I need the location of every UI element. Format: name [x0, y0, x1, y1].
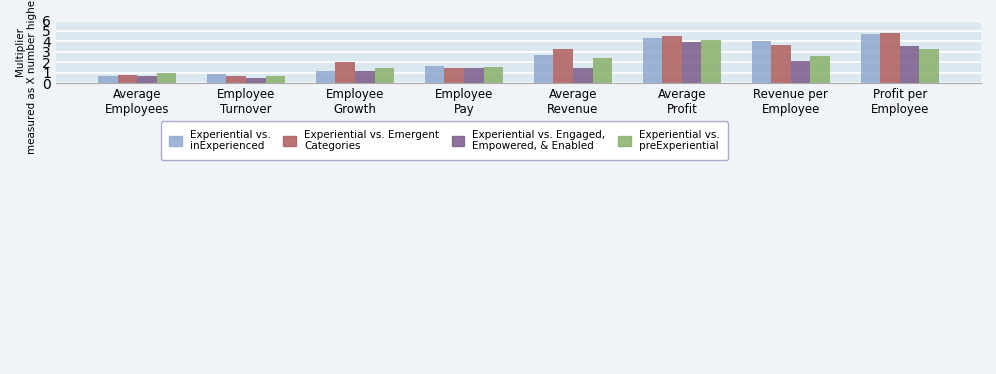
Bar	[880, 33, 899, 83]
Bar	[444, 68, 464, 83]
Bar	[207, 74, 226, 83]
Bar	[662, 36, 682, 83]
Y-axis label: Multiplier
measured as X number higher or lower: Multiplier measured as X number higher o…	[15, 0, 37, 154]
Bar	[861, 34, 880, 83]
Bar	[573, 68, 593, 83]
Bar	[98, 76, 118, 83]
Bar	[642, 39, 662, 83]
Bar	[118, 75, 137, 83]
Bar	[682, 42, 701, 83]
Bar	[374, 68, 394, 83]
Bar	[919, 49, 939, 83]
Bar	[791, 61, 811, 83]
Bar	[752, 42, 771, 83]
X-axis label: Business Metric: Business Metric	[456, 125, 581, 139]
Bar	[137, 76, 156, 83]
Bar	[593, 58, 613, 83]
Bar	[266, 76, 285, 83]
Bar	[226, 76, 246, 83]
Legend: Experiential vs.
inExperienced, Experiential vs. Emergent
Categories, Experienti: Experiential vs. inExperienced, Experien…	[161, 122, 728, 160]
Bar	[355, 71, 374, 83]
Bar	[316, 71, 336, 83]
Bar	[424, 66, 444, 83]
Bar	[246, 78, 266, 83]
Bar	[899, 46, 919, 83]
Bar	[701, 40, 721, 83]
Bar	[771, 45, 791, 83]
Bar	[534, 55, 554, 83]
Bar	[336, 62, 355, 83]
Bar	[554, 49, 573, 83]
Bar	[811, 56, 830, 83]
Bar	[156, 73, 176, 83]
Bar	[484, 67, 503, 83]
Bar	[464, 68, 484, 83]
